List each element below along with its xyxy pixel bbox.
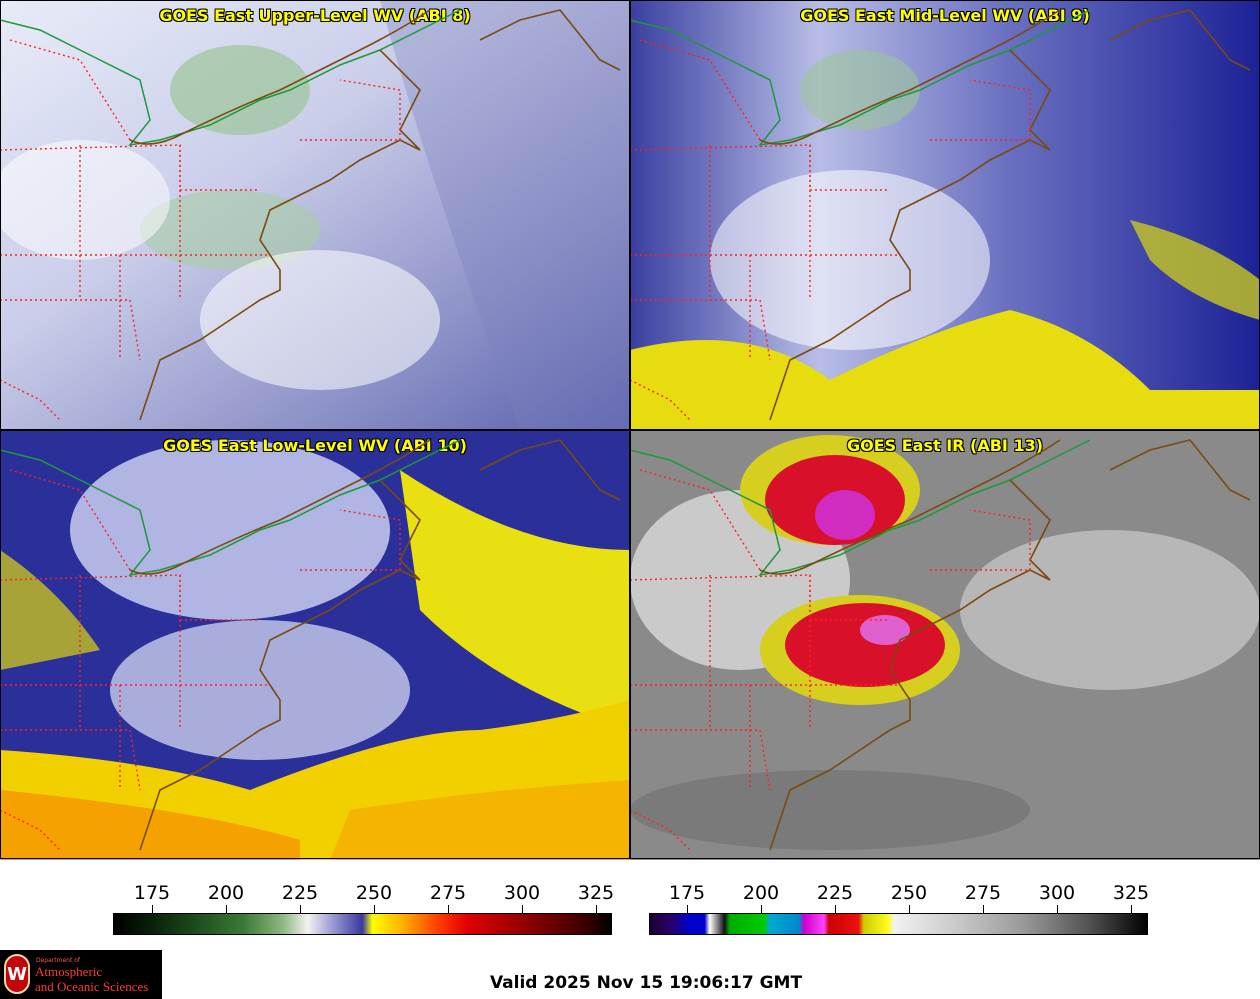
logo-line-1: Atmospheric — [35, 964, 103, 979]
wv-tick-label: 200 — [207, 882, 245, 904]
wv-tick-label: 325 — [577, 882, 615, 904]
panel-divider-horizontal — [0, 429, 1260, 431]
ir-tick-mark — [687, 905, 688, 913]
wv-tick-label: 175 — [133, 882, 171, 904]
panel-title: GOES East IR (ABI 13) — [846, 436, 1044, 455]
wv-tick-label: 275 — [429, 882, 467, 904]
wv-tick-label: 300 — [503, 882, 541, 904]
wv-tick-label: 250 — [355, 882, 393, 904]
ir-tick-mark — [1057, 905, 1058, 913]
wv-colorbar — [113, 913, 612, 935]
panel-ir: GOES East IR (ABI 13) — [630, 430, 1260, 860]
ir-tick-label: 275 — [964, 882, 1002, 904]
ir-tick-mark — [909, 905, 910, 913]
wv-tick-mark — [448, 905, 449, 913]
logo-line-2: and Oceanic Sciences — [35, 979, 149, 994]
wv-tick-mark — [374, 905, 375, 913]
logo-dept-text: Department of — [36, 957, 80, 964]
wv-tick-mark — [522, 905, 523, 913]
wv-tick-mark — [152, 905, 153, 913]
panel-title: GOES East Mid-Level WV (ABI 9) — [800, 6, 1090, 25]
ir-tick-mark — [761, 905, 762, 913]
aos-logo: W Department of Atmospheric and Oceanic … — [0, 950, 162, 999]
logo-letter: W — [7, 964, 27, 985]
ir-tick-mark — [983, 905, 984, 913]
ir-tick-mark — [1131, 905, 1132, 913]
ir-tick-label: 175 — [668, 882, 706, 904]
ir-image — [630, 430, 1260, 860]
ir-tick-label: 200 — [742, 882, 780, 904]
ir-colorbar — [649, 913, 1148, 935]
ir-tick-label: 300 — [1038, 882, 1076, 904]
ir-tick-label: 250 — [890, 882, 928, 904]
ir-tick-label: 225 — [816, 882, 854, 904]
wv-tick-mark — [596, 905, 597, 913]
ir-tick-mark — [835, 905, 836, 913]
panel-title: GOES East Upper-Level WV (ABI 8) — [159, 6, 471, 25]
map-overlay — [0, 9, 1251, 851]
wv-tick-mark — [300, 905, 301, 913]
wv-tick-label: 225 — [281, 882, 319, 904]
panel-title: GOES East Low-Level WV (ABI 10) — [163, 436, 467, 455]
low-level-wv-image — [0, 430, 630, 860]
uw-crest-icon: W — [4, 954, 30, 994]
panel-low-level-wv: GOES East Low-Level WV (ABI 10) — [0, 430, 630, 860]
wv-tick-mark — [226, 905, 227, 913]
ir-tick-label: 325 — [1112, 882, 1150, 904]
valid-time: Valid 2025 Nov 15 19:06:17 GMT — [489, 973, 803, 993]
